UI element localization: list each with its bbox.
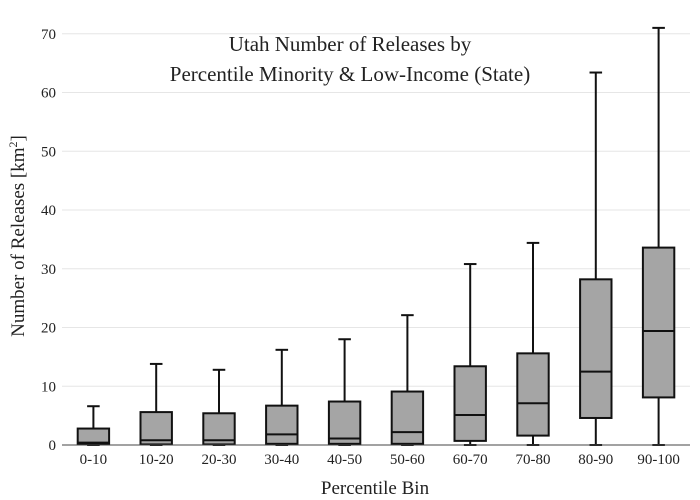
box-50-60: [390, 314, 425, 446]
y-axis-label-main: Number of Releases [km: [8, 147, 29, 337]
chart-title-line-2: Percentile Minority & Low-Income (State): [170, 62, 530, 86]
iqr-box-80-90: [579, 278, 613, 419]
y-tick-label-60: 60: [41, 86, 56, 102]
axes: 0 10 20 30 40 50 60 70 0-10 10-20 20-30 30-40 40-50 5…: [41, 27, 690, 468]
x-tick-label-30-40: 30-40: [264, 452, 299, 468]
box-60-70: [453, 263, 487, 446]
chart-title-line-1: Utah Number of Releases by: [229, 32, 472, 56]
x-tick-label-10-20: 10-20: [139, 452, 174, 468]
x-tick-label-60-70: 60-70: [453, 452, 488, 468]
y-tick-label-0: 0: [49, 438, 57, 454]
y-tick-label-20: 20: [41, 321, 56, 337]
box-80-90: [579, 71, 613, 446]
y-tick-label-40: 40: [41, 203, 56, 219]
iqr-box-70-80: [516, 352, 550, 437]
x-axis-label: Percentile Bin: [321, 478, 430, 499]
x-tick-label-50-60: 50-60: [390, 452, 425, 468]
y-tick-label-30: 30: [41, 262, 56, 278]
iqr-box-90-100: [641, 246, 676, 399]
box-10-20: [139, 362, 173, 446]
box-90-100: [641, 26, 676, 446]
iqr-box-10-20: [139, 411, 173, 446]
x-tick-label-20-30: 20-30: [202, 452, 237, 468]
x-tick-label-80-90: 80-90: [578, 452, 613, 468]
box-20-30: [202, 368, 236, 446]
iqr-box-20-30: [202, 412, 236, 446]
x-tick-label-70-80: 70-80: [516, 452, 551, 468]
y-tick-label-50: 50: [41, 144, 56, 160]
iqr-box-60-70: [453, 365, 487, 442]
iqr-box-40-50: [327, 400, 362, 445]
chart-labels: Utah Number of Releases by Percentile Mi…: [6, 32, 530, 499]
iqr-box-50-60: [390, 390, 425, 445]
x-tick-label-40-50: 40-50: [327, 452, 362, 468]
y-axis-label-close: ]: [8, 135, 29, 141]
box-70-80: [516, 241, 550, 446]
x-tick-label-90-100: 90-100: [637, 452, 680, 468]
y-tick-label-10: 10: [41, 379, 56, 395]
iqr-box-30-40: [265, 404, 299, 445]
y-axis-label-superscript: 2: [6, 141, 20, 147]
grid-lines: [62, 33, 690, 387]
box-40-50: [327, 338, 362, 446]
y-axis-label: Number of Releases [km2]: [6, 135, 29, 337]
box-0-10: [76, 405, 111, 446]
box-30-40: [265, 348, 299, 446]
y-tick-label-70: 70: [41, 27, 56, 43]
iqr-box-0-10: [76, 427, 111, 446]
box-series: [76, 26, 676, 446]
x-tick-label-0-10: 0-10: [80, 452, 108, 468]
